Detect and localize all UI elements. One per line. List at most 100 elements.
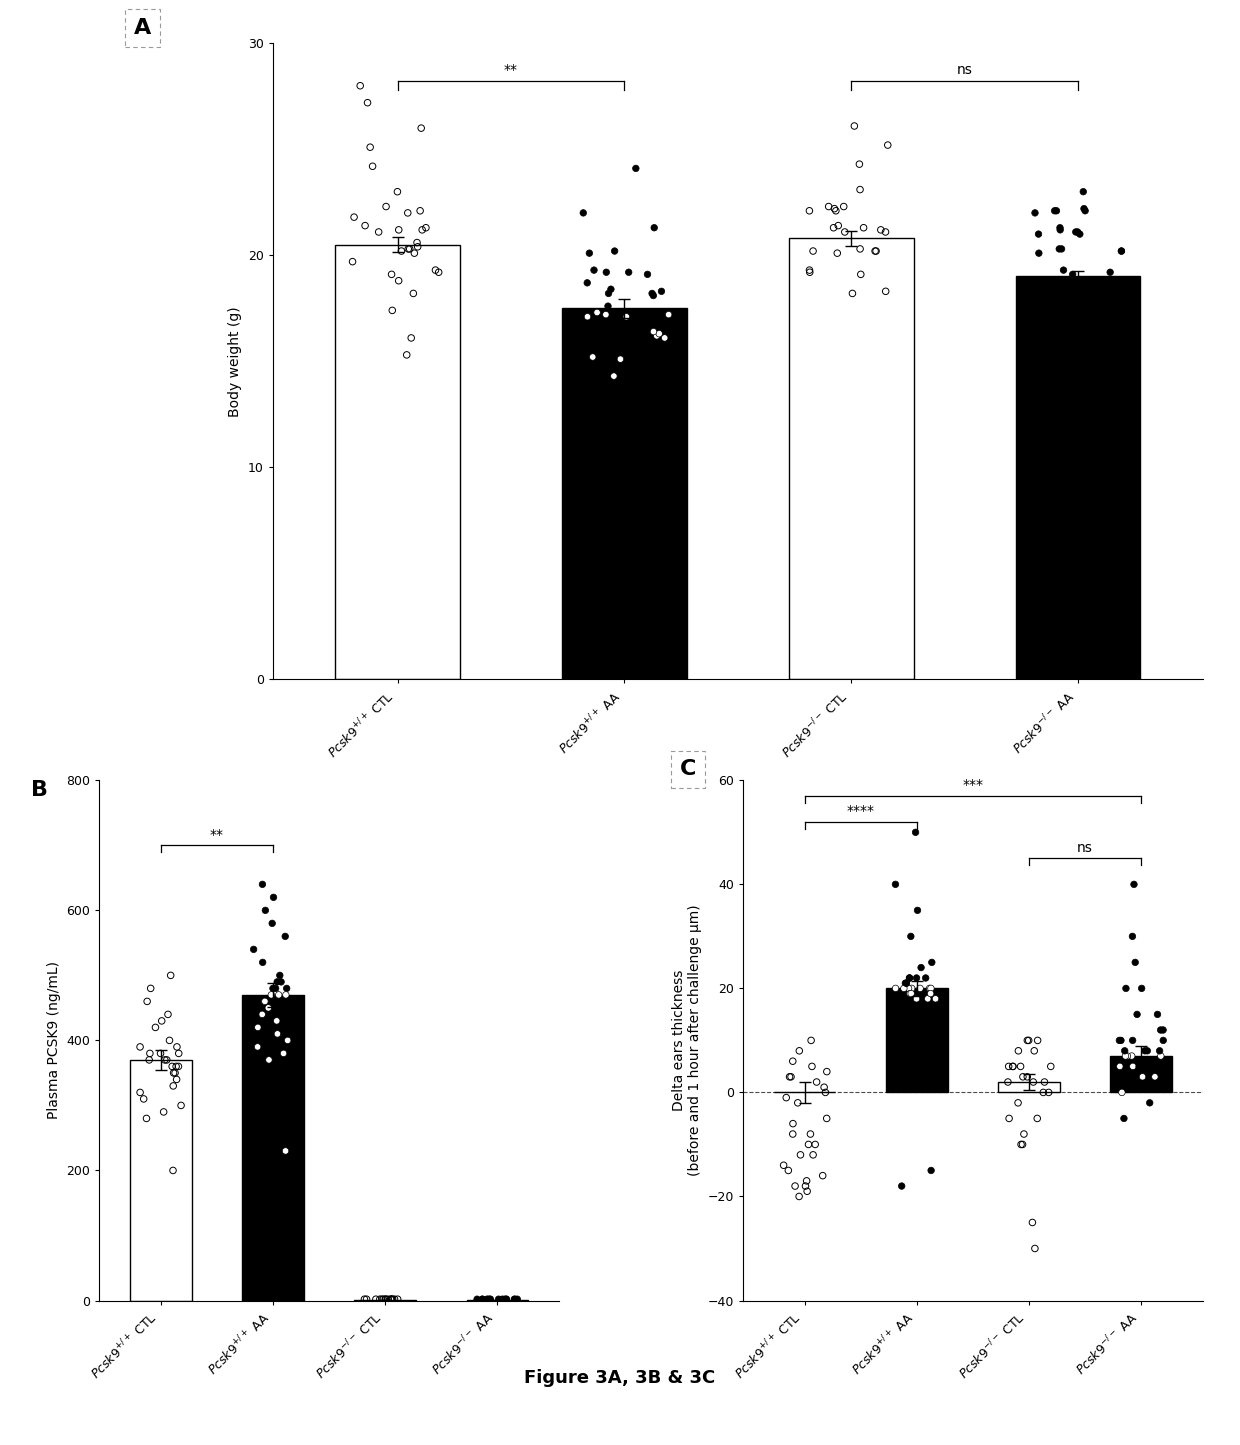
Point [1052,237,1071,260]
Point [801,1123,821,1146]
Point [892,1175,911,1198]
Point [1137,1039,1157,1062]
Point [799,1133,818,1156]
Point [578,272,598,295]
Point [171,1094,191,1117]
Point [252,1003,272,1026]
Point [130,1035,150,1058]
Point [1140,1091,1159,1114]
Point [849,153,869,176]
Point [789,1185,808,1208]
Point [1003,1055,1023,1078]
Point [604,364,624,387]
Point [265,977,285,1000]
Point [780,1065,800,1088]
Point [253,873,273,896]
Point [596,260,616,283]
Point [1074,197,1094,220]
Point [140,1042,160,1065]
Point [145,1016,165,1039]
Point [1013,1065,1033,1088]
Point [1025,201,1045,224]
Point [1123,1055,1143,1078]
Point [382,263,402,286]
Point [167,1035,187,1058]
Point [901,977,921,1000]
Point [164,1061,184,1084]
Point [851,263,870,286]
Point [164,1159,184,1182]
Point [827,241,847,264]
Point [378,1287,398,1311]
Point [916,967,936,990]
Point [851,237,870,260]
Point [415,217,435,240]
Point [804,1143,823,1166]
Point [1008,1039,1028,1062]
Point [1122,1045,1142,1068]
Point [1123,873,1143,896]
Point [1023,1211,1043,1234]
Point [412,117,432,140]
Point [404,241,424,264]
Point [918,987,937,1010]
Point [264,886,284,909]
Point [805,1133,825,1156]
Point [150,1042,170,1065]
Bar [1110,1056,1172,1092]
Text: ****: **** [847,805,874,818]
Point [277,977,296,1000]
Point [253,951,273,974]
Text: ns: ns [1078,841,1092,854]
Point [911,957,931,980]
Point [1151,1019,1171,1042]
Point [357,91,377,114]
Point [355,214,374,237]
Point [658,303,678,327]
Point [599,282,619,305]
Point [162,1055,182,1078]
Point [812,1165,832,1188]
Point [136,1107,156,1130]
Point [384,1287,404,1311]
Point [1013,1133,1033,1156]
Point [275,925,295,948]
Point [1135,1039,1154,1062]
Point [905,821,925,844]
Point [1132,1065,1152,1088]
Point [342,250,362,273]
Point [407,231,427,254]
Point [642,282,662,305]
Point [505,1287,525,1311]
Point [412,218,432,241]
Point [373,1287,393,1311]
Point [885,977,905,1000]
Point [605,240,625,263]
Point [382,1287,402,1311]
Point [389,269,409,292]
Point [1054,259,1074,282]
Point [823,217,843,240]
Point [998,1055,1018,1078]
Text: **: ** [503,64,518,77]
Point [610,348,630,371]
Point [1017,1029,1037,1052]
Point [425,259,445,282]
Text: Figure 3A, 3B & 3C: Figure 3A, 3B & 3C [525,1370,715,1387]
Text: B: B [31,780,48,801]
Point [274,1042,294,1065]
Point [998,1071,1018,1094]
Point [619,260,639,283]
Point [900,967,920,990]
Y-axis label: Body weight (g): Body weight (g) [228,306,242,416]
Point [1147,1003,1167,1026]
Point [802,1055,822,1078]
Point [258,996,278,1019]
Point [254,990,274,1013]
Point [894,977,914,1000]
Point [1116,977,1136,1000]
Point [382,299,402,322]
Point [790,1039,810,1062]
Point [899,977,919,1000]
Point [362,155,382,178]
